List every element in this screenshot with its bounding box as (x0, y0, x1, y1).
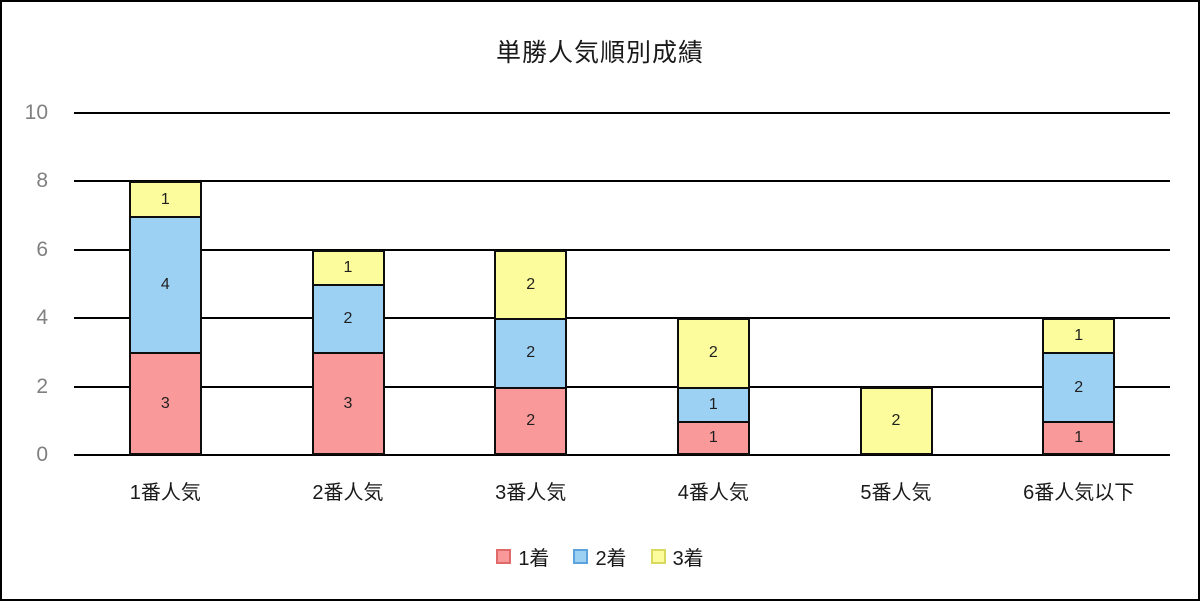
bar-2番人気-2着: 2 (311, 284, 385, 355)
bar-4番人気-1着: 1 (676, 420, 750, 455)
x-tick-label-2番人気: 2番人気 (312, 482, 384, 504)
bar-3番人気-3着: 2 (494, 249, 568, 321)
legend-label: 1着 (518, 548, 550, 570)
bar-value-label: 2 (1074, 378, 1084, 396)
legend-marker-icon (650, 549, 666, 564)
bar-value-label: 1 (708, 428, 718, 446)
bar-1番人気-3着: 1 (128, 181, 202, 218)
bar-6番人気以下-1着: 1 (1042, 420, 1116, 455)
bar-value-label: 2 (526, 411, 536, 429)
x-tick-label-6番人気以下: 6番人気以下 (1023, 482, 1135, 504)
gridline-4 (74, 317, 1170, 320)
bar-value-label: 3 (160, 394, 170, 412)
bar-value-label: 1 (160, 190, 170, 208)
bar-3番人気-2着: 2 (494, 318, 568, 389)
bar-value-label: 1 (1074, 327, 1084, 345)
gridline-0 (74, 454, 1170, 456)
bar-5番人気-3着: 2 (859, 386, 933, 455)
plot-area: 3 4 1 3 2 1 2 2 2 1 1 2 2 1 2 1 (74, 112, 1170, 456)
y-tick-label-6: 6 (36, 237, 48, 261)
bar-value-label: 2 (526, 344, 536, 362)
y-tick-label-10: 10 (24, 101, 48, 124)
legend: 1着 2着 3着 (2, 542, 1198, 571)
bar-value-label: 1 (343, 258, 353, 276)
bar-value-label: 3 (343, 394, 353, 412)
bar-value-label: 2 (343, 310, 353, 328)
x-tick-label-5番人気: 5番人気 (860, 482, 932, 504)
y-tick-label-0: 0 (36, 443, 48, 466)
legend-label: 3着 (672, 548, 704, 570)
chart-title: 単勝人気順別成績 (495, 39, 704, 67)
bar-3番人気-1着: 2 (494, 386, 568, 455)
x-tick-label-3番人気: 3番人気 (495, 482, 567, 504)
bar-value-label: 2 (708, 344, 718, 362)
gridline-2 (74, 385, 1170, 388)
bar-value-label: 2 (526, 276, 536, 293)
bar-4番人気-3着: 2 (676, 318, 750, 389)
bar-2番人気-3着: 1 (311, 249, 385, 286)
y-tick-label-4: 4 (36, 306, 48, 330)
bar-6番人気以下-3着: 1 (1042, 318, 1116, 355)
legend-item-3着: 3着 (650, 542, 704, 571)
legend-item-2着: 2着 (573, 542, 627, 571)
y-tick-label-8: 8 (36, 169, 48, 193)
bar-2番人気-1着: 3 (311, 352, 385, 455)
legend-marker-icon (573, 549, 589, 564)
legend-marker-icon (496, 549, 512, 564)
bar-value-label: 1 (1074, 428, 1084, 446)
bar-value-label: 1 (708, 395, 718, 413)
bar-value-label: 2 (891, 411, 901, 429)
bar-4番人気-2着: 1 (676, 386, 750, 423)
bar-1番人気-2着: 4 (128, 215, 202, 355)
legend-label: 2着 (595, 548, 627, 570)
bar-value-label: 4 (160, 276, 170, 293)
bar-1番人気-1着: 3 (128, 352, 202, 455)
bar-6番人気以下-2着: 2 (1042, 352, 1116, 423)
y-axis-labels: 0 2 4 6 8 10 (2, 2, 48, 599)
y-tick-label-2: 2 (36, 374, 48, 398)
x-tick-label-1番人気: 1番人気 (129, 482, 201, 504)
gridline-10 (74, 112, 1170, 114)
gridline-6 (74, 248, 1170, 251)
gridline-8 (74, 180, 1170, 183)
x-tick-label-4番人気: 4番人気 (677, 482, 749, 504)
legend-item-1着: 1着 (496, 542, 549, 571)
